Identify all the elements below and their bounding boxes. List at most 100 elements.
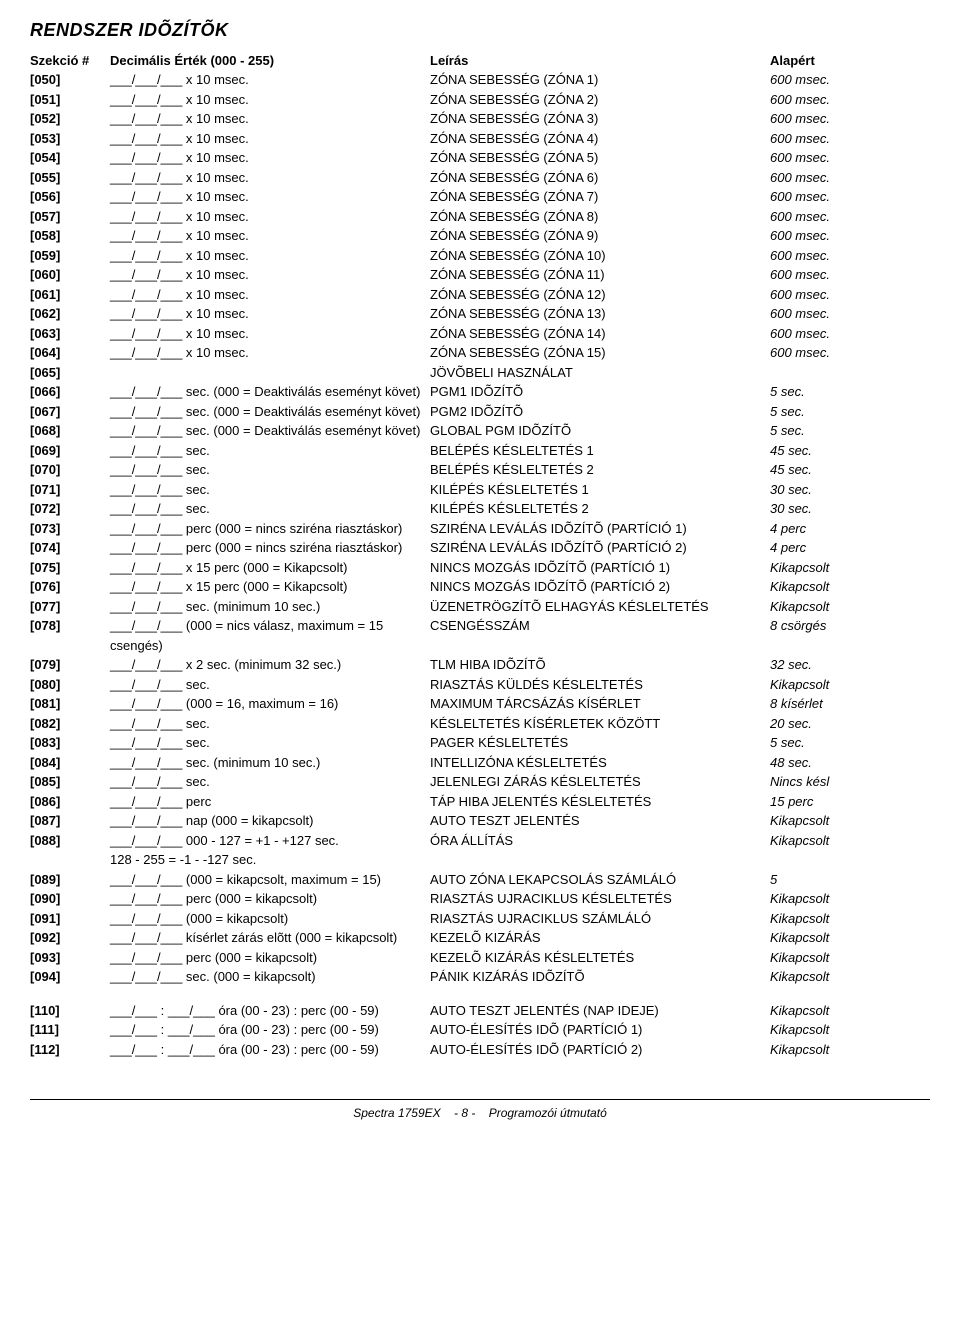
input-blanks[interactable]: ___/___/___ <box>110 168 182 188</box>
value-suffix: x 10 msec. <box>186 189 249 204</box>
default-value: Kikapcsolt <box>770 597 890 617</box>
input-blanks[interactable]: ___/___/___ <box>110 616 182 636</box>
description: SZIRÉNA LEVÁLÁS IDÕZÍTÕ (PARTÍCIÓ 2) <box>430 538 770 558</box>
input-blanks[interactable]: ___/___/___ <box>110 129 182 149</box>
default-value: 600 msec. <box>770 304 890 324</box>
input-blanks[interactable]: ___/___/___ <box>110 597 182 617</box>
footer-model: Spectra 1759EX <box>353 1106 440 1120</box>
value-cell: ___/___/___ x 10 msec. <box>110 324 430 344</box>
input-blanks[interactable]: ___/___/___ <box>110 948 182 968</box>
input-blanks[interactable]: ___/___/___ <box>110 70 182 90</box>
description: PGM2 IDÕZÍTÕ <box>430 402 770 422</box>
description: RIASZTÁS UJRACIKLUS SZÁMLÁLÓ <box>430 909 770 929</box>
default-value: 20 sec. <box>770 714 890 734</box>
table-row: [073]___/___/___ perc (000 = nincs sziré… <box>30 519 930 539</box>
input-blanks[interactable]: ___/___/___ <box>110 246 182 266</box>
input-blanks[interactable]: ___/___/___ <box>110 148 182 168</box>
description: ZÓNA SEBESSÉG (ZÓNA 7) <box>430 187 770 207</box>
input-blanks[interactable]: ___/___/___ <box>110 772 182 792</box>
description: AUTO ZÓNA LEKAPCSOLÁS SZÁMLÁLÓ <box>430 870 770 890</box>
input-blanks[interactable]: ___/___/___ <box>110 324 182 344</box>
input-blanks[interactable]: ___/___/___ <box>110 558 182 578</box>
input-blanks[interactable]: ___/___/___ <box>110 421 182 441</box>
input-blanks[interactable]: ___/___/___ <box>110 343 182 363</box>
section-code: [062] <box>30 304 110 324</box>
footer-guide: Programozói útmutató <box>489 1106 607 1120</box>
input-blanks[interactable]: ___/___/___ <box>110 480 182 500</box>
input-blanks[interactable]: ___/___/___ <box>110 694 182 714</box>
section-code: [091] <box>30 909 110 929</box>
table-row: [067]___/___/___ sec. (000 = Deaktiválás… <box>30 402 930 422</box>
table-row: [094]___/___/___ sec. (000 = kikapcsolt)… <box>30 967 930 987</box>
input-blanks[interactable]: ___/___/___ <box>110 831 182 851</box>
default-value: 5 <box>770 870 890 890</box>
description: CSENGÉSSZÁM <box>430 616 770 636</box>
table-row: [081]___/___/___ (000 = 16, maximum = 16… <box>30 694 930 714</box>
input-blanks[interactable]: ___/___/___ <box>110 402 182 422</box>
value-cell: ___/___/___ perc <box>110 792 430 812</box>
description: PGM1 IDÕZÍTÕ <box>430 382 770 402</box>
table-row: [072]___/___/___ sec.KILÉPÉS KÉSLELTETÉS… <box>30 499 930 519</box>
input-blanks[interactable]: ___/___/___ <box>110 187 182 207</box>
input-blanks[interactable]: ___/___/___ <box>110 753 182 773</box>
value-cell: ___/___/___ sec. <box>110 460 430 480</box>
input-blanks[interactable]: ___/___/___ <box>110 655 182 675</box>
input-blanks[interactable]: ___/___/___ <box>110 889 182 909</box>
input-blanks[interactable]: ___/___/___ <box>110 304 182 324</box>
timer-table-2: [110]___/___ : ___/___ óra (00 - 23) : p… <box>30 1001 930 1060</box>
input-blanks[interactable]: ___/___/___ <box>110 441 182 461</box>
input-blanks[interactable]: ___/___/___ <box>110 519 182 539</box>
default-value: 600 msec. <box>770 70 890 90</box>
input-blanks[interactable]: ___/___/___ <box>110 870 182 890</box>
value-cell: ___/___/___ x 10 msec. <box>110 343 430 363</box>
value-cell: ___/___/___ x 10 msec. <box>110 265 430 285</box>
value-suffix: óra (00 - 23) : perc (00 - 59) <box>218 1003 378 1018</box>
value-cell: ___/___/___ x 10 msec. <box>110 187 430 207</box>
input-blanks[interactable]: ___/___/___ <box>110 928 182 948</box>
input-blanks[interactable]: ___/___/___ <box>110 382 182 402</box>
section-code: [080] <box>30 675 110 695</box>
input-blanks[interactable]: ___/___/___ <box>110 460 182 480</box>
input-blanks[interactable]: ___/___/___ <box>110 285 182 305</box>
input-blanks[interactable]: ___/___/___ <box>110 811 182 831</box>
section-code: [088] <box>30 831 110 851</box>
timer-table: [050]___/___/___ x 10 msec.ZÓNA SEBESSÉG… <box>30 70 930 987</box>
description: KÉSLELTETÉS KÍSÉRLETEK KÖZÖTT <box>430 714 770 734</box>
description: RIASZTÁS UJRACIKLUS KÉSLELTETÉS <box>430 889 770 909</box>
column-headers: Szekció # Decimális Érték (000 - 255) Le… <box>30 53 930 68</box>
value-suffix: perc (000 = nincs sziréna riasztáskor) <box>186 521 402 536</box>
input-blanks[interactable]: ___/___/___ <box>110 538 182 558</box>
section-code: [068] <box>30 421 110 441</box>
header-section: Szekció # <box>30 53 110 68</box>
section-code: [059] <box>30 246 110 266</box>
input-blanks[interactable]: ___/___/___ <box>110 207 182 227</box>
description: GLOBAL PGM IDÕZÍTÕ <box>430 421 770 441</box>
input-blanks[interactable]: ___/___/___ <box>110 714 182 734</box>
input-blanks[interactable]: ___/___ : ___/___ <box>110 1001 215 1021</box>
default-value: 4 perc <box>770 519 890 539</box>
default-value: 600 msec. <box>770 168 890 188</box>
input-blanks[interactable]: ___/___/___ <box>110 675 182 695</box>
input-blanks[interactable]: ___/___/___ <box>110 109 182 129</box>
input-blanks[interactable]: ___/___ : ___/___ <box>110 1040 215 1060</box>
input-blanks[interactable]: ___/___ : ___/___ <box>110 1020 215 1040</box>
input-blanks[interactable]: ___/___/___ <box>110 226 182 246</box>
value-cell: ___/___/___ nap (000 = kikapcsolt) <box>110 811 430 831</box>
input-blanks[interactable]: ___/___/___ <box>110 909 182 929</box>
input-blanks[interactable]: ___/___/___ <box>110 265 182 285</box>
default-value: 5 sec. <box>770 733 890 753</box>
value-cell: ___/___/___ sec. <box>110 441 430 461</box>
section-code: [093] <box>30 948 110 968</box>
description: ZÓNA SEBESSÉG (ZÓNA 15) <box>430 343 770 363</box>
table-row: [057]___/___/___ x 10 msec.ZÓNA SEBESSÉG… <box>30 207 930 227</box>
input-blanks[interactable]: ___/___/___ <box>110 577 182 597</box>
input-blanks[interactable]: ___/___/___ <box>110 792 182 812</box>
input-blanks[interactable]: ___/___/___ <box>110 499 182 519</box>
description: PAGER KÉSLELTETÉS <box>430 733 770 753</box>
input-blanks[interactable]: ___/___/___ <box>110 733 182 753</box>
value-suffix: x 10 msec. <box>186 111 249 126</box>
input-blanks[interactable]: ___/___/___ <box>110 90 182 110</box>
section-code: [082] <box>30 714 110 734</box>
default-value: 600 msec. <box>770 343 890 363</box>
input-blanks[interactable]: ___/___/___ <box>110 967 182 987</box>
